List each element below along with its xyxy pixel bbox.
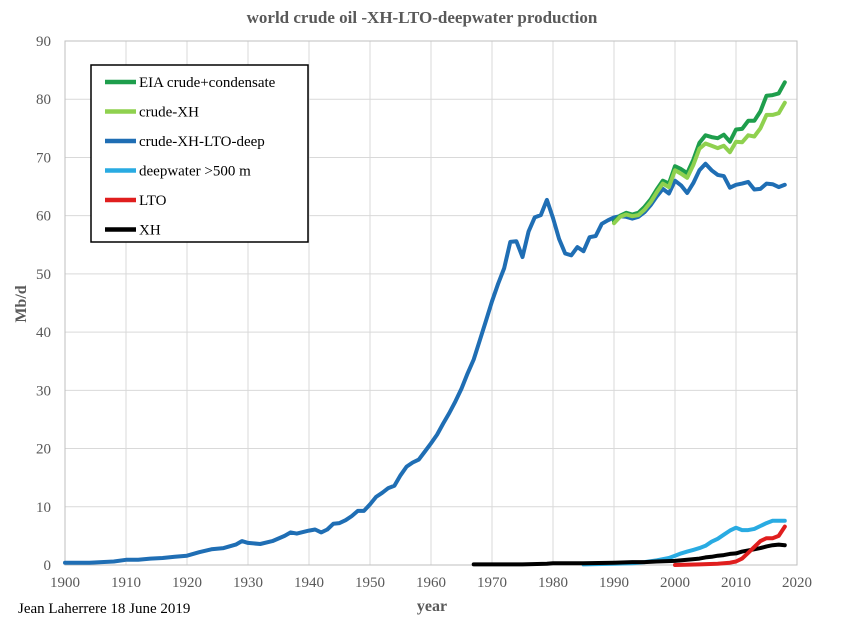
legend-entry: LTO [139,193,167,209]
x-tick-label: 1960 [416,575,446,591]
credit: Jean Laherrere 18 June 2019 [18,601,190,617]
y-tick-label: 50 [36,267,51,283]
x-tick-label: 1970 [477,575,507,591]
y-tick-label: 80 [36,92,51,108]
x-tick-label: 1910 [111,575,141,591]
plot-area-border [64,40,798,566]
x-tick-label: 1900 [50,575,80,591]
y-tick-label: 30 [36,383,51,399]
series-line-lto [673,524,787,567]
legend-entry: crude-XH [139,105,199,121]
chart-title: world crude oil -XH-LTO-deepwater produc… [247,8,598,27]
x-axis-label: year [417,598,447,615]
x-axis-ticks: 1900 1910 1920 1930 1940 1950 1960 1970 1980 1990… [50,575,812,591]
x-tick-label: 1990 [599,575,629,591]
y-tick-label: 10 [36,500,51,516]
legend-entry: XH [139,223,161,239]
legend-entry: crude-XH-LTO-deep [139,134,265,150]
x-tick-label: 1940 [294,575,324,591]
y-axis-ticks: 0 10 20 30 40 50 60 70 80 90 [36,34,51,574]
x-tick-label: 1920 [172,575,202,591]
y-tick-label: 20 [36,442,51,458]
series-lines [63,80,787,567]
y-axis-label: Mb/d [13,285,30,322]
x-tick-label: 2000 [660,575,690,591]
y-tick-label: 60 [36,209,51,225]
x-tick-label: 2020 [782,575,812,591]
x-tick-label: 1930 [233,575,263,591]
series-line-crude-xh [612,100,787,226]
y-tick-label: 0 [44,558,52,574]
legend-box [90,64,309,243]
legend: EIA crude+condensate crude-XH crude-XH-LTO… [90,64,309,243]
y-tick-label: 70 [36,150,51,166]
series-line-xh [471,542,787,567]
y-tick-label: 90 [36,34,51,50]
x-tick-label: 1980 [538,575,568,591]
legend-entry: deepwater >500 m [139,164,251,180]
series-line-eia-crude-condensate [612,80,787,224]
x-tick-label: 1950 [355,575,385,591]
x-tick-label: 2010 [721,575,751,591]
legend-entry: EIA crude+condensate [139,75,276,91]
y-tick-label: 40 [36,325,51,341]
series-line-crude-xh-lto-deep [63,161,787,565]
